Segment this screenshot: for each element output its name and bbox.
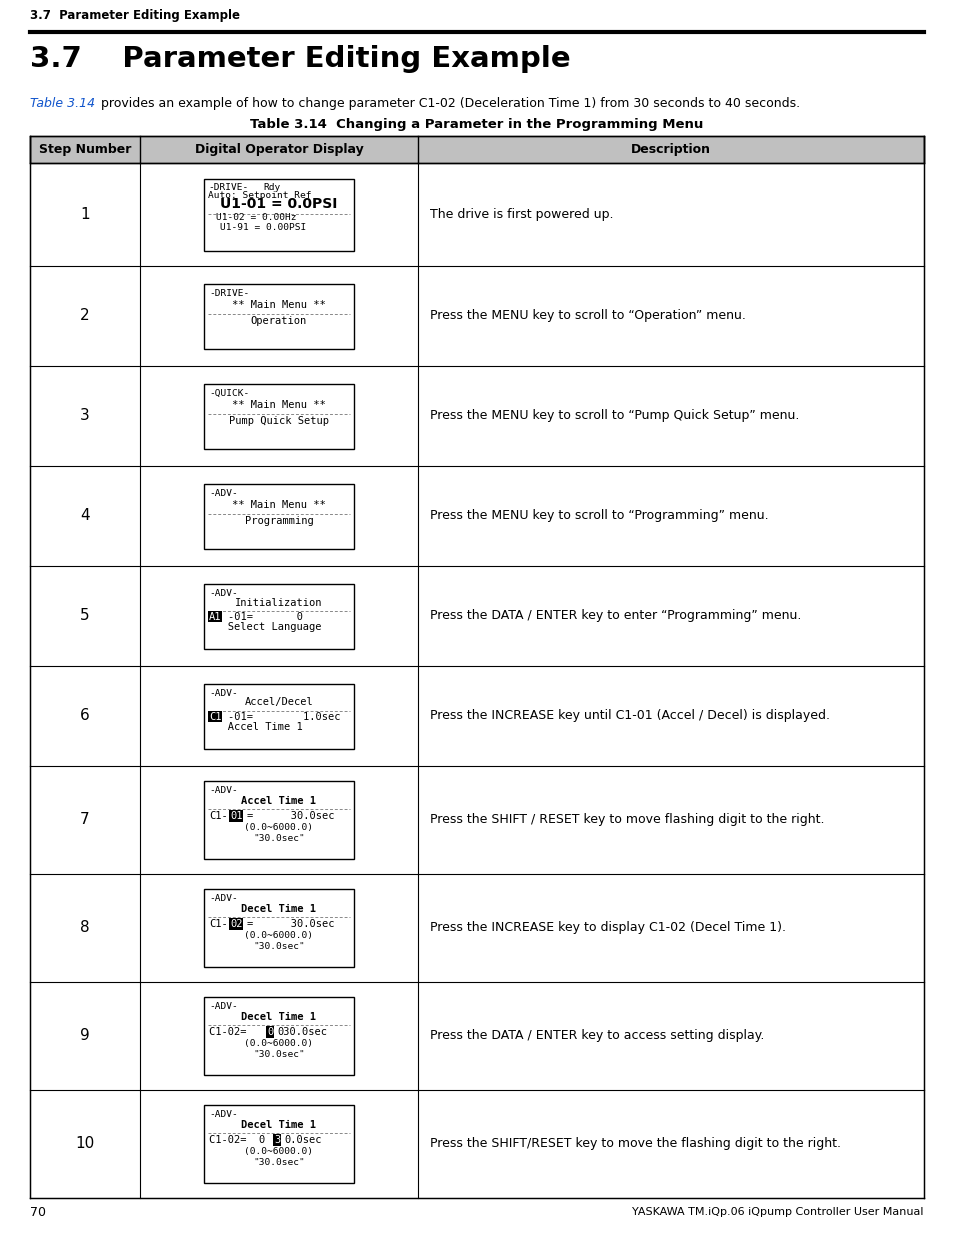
Text: Press the SHIFT/RESET key to move the flashing digit to the right.: Press the SHIFT/RESET key to move the fl… [430,1137,841,1151]
Text: Press the MENU key to scroll to “Programming” menu.: Press the MENU key to scroll to “Program… [430,510,768,522]
Text: Operation: Operation [251,315,307,326]
Bar [204,583,354,648]
Text: -DRIVE-: -DRIVE- [208,183,248,191]
Text: 01: 01 [230,811,242,821]
Text: A1: A1 [209,611,221,621]
Bar [30,136,923,163]
Text: 3: 3 [274,1135,280,1145]
Text: -DRIVE-: -DRIVE- [209,289,249,298]
Text: -ADV-: -ADV- [209,489,237,498]
Text: 6: 6 [80,709,90,724]
Text: "30.0sec": "30.0sec" [253,834,305,844]
Text: Step Number: Step Number [39,143,132,156]
Bar [204,179,354,251]
Text: C1-02=: C1-02= [209,1028,258,1037]
Text: -ADV-: -ADV- [209,785,237,795]
Text: 2: 2 [80,309,90,324]
Text: 8: 8 [80,920,90,935]
Text: C1-: C1- [209,811,228,821]
Text: ** Main Menu **: ** Main Menu ** [232,300,326,310]
Text: 1: 1 [80,207,90,222]
Text: The drive is first powered up.: The drive is first powered up. [430,207,613,221]
Text: "30.0sec": "30.0sec" [253,942,305,951]
Text: C1-: C1- [209,919,228,929]
Text: 0.0sec: 0.0sec [284,1135,321,1145]
Text: Decel Time 1: Decel Time 1 [241,904,316,914]
Text: Decel Time 1: Decel Time 1 [241,1120,316,1130]
Text: ** Main Menu **: ** Main Menu ** [232,499,326,510]
Text: Initialization: Initialization [235,598,322,608]
Text: Press the MENU key to scroll to “Operation” menu.: Press the MENU key to scroll to “Operati… [430,310,745,322]
Text: Decel Time 1: Decel Time 1 [241,1011,316,1023]
Text: Accel Time 1: Accel Time 1 [241,797,316,806]
Text: 3.7    Parameter Editing Example: 3.7 Parameter Editing Example [30,44,570,73]
Text: Press the INCREASE key to display C1-02 (Decel Time 1).: Press the INCREASE key to display C1-02 … [430,921,785,935]
Text: 02: 02 [230,919,242,929]
Text: 10: 10 [75,1136,94,1151]
Text: Digital Operator Display: Digital Operator Display [194,143,363,156]
Text: C1-02=  0: C1-02= 0 [209,1135,265,1145]
Text: U1-01 = 0.0PSI: U1-01 = 0.0PSI [220,196,337,210]
Text: Select Language: Select Language [209,622,321,632]
Bar [204,1105,354,1183]
Bar [204,284,354,348]
Text: Programming: Programming [244,515,313,526]
Text: Press the DATA / ENTER key to access setting display.: Press the DATA / ENTER key to access set… [430,1030,763,1042]
Text: (0.0~6000.0): (0.0~6000.0) [244,1147,314,1156]
Text: U1-02 = 0.00Hz: U1-02 = 0.00Hz [215,214,296,222]
Text: Accel Time 1: Accel Time 1 [209,722,302,732]
Text: -QUICK-: -QUICK- [209,389,249,398]
Text: Table 3.14: Table 3.14 [30,98,95,110]
Text: YASKAWA TM.iQp.06 iQpump Controller User Manual: YASKAWA TM.iQp.06 iQpump Controller User… [632,1207,923,1216]
Bar [204,781,354,860]
Text: Auto: Setpoint Ref: Auto: Setpoint Ref [208,190,312,200]
Text: =      30.0sec: = 30.0sec [247,919,335,929]
Text: 4: 4 [80,509,90,524]
Text: Table 3.14  Changing a Parameter in the Programming Menu: Table 3.14 Changing a Parameter in the P… [250,119,703,131]
Text: -ADV-: -ADV- [209,894,237,903]
Text: U1-91 = 0.00PSI: U1-91 = 0.00PSI [220,224,306,232]
Text: 3.7  Parameter Editing Example: 3.7 Parameter Editing Example [30,9,240,22]
Text: 9: 9 [80,1029,90,1044]
Text: -01=       0: -01= 0 [228,611,303,621]
Bar [204,483,354,548]
Text: "30.0sec": "30.0sec" [253,1158,305,1167]
Text: -ADV-: -ADV- [209,1002,237,1011]
Text: =      30.0sec: = 30.0sec [247,811,335,821]
Text: 030.0sec: 030.0sec [276,1028,327,1037]
Bar [204,384,354,448]
Text: 0: 0 [267,1028,273,1037]
Text: -01=        1.0sec: -01= 1.0sec [228,711,340,721]
Text: provides an example of how to change parameter C1-02 (Deceleration Time 1) from : provides an example of how to change par… [97,98,800,110]
Text: "30.0sec": "30.0sec" [253,1050,305,1058]
Text: C1: C1 [209,711,221,721]
Text: 5: 5 [80,609,90,624]
Bar [204,889,354,967]
Text: Press the INCREASE key until C1-01 (Accel / Decel) is displayed.: Press the INCREASE key until C1-01 (Acce… [430,709,829,722]
Text: -ADV-: -ADV- [209,688,237,698]
Text: Accel/Decel: Accel/Decel [244,698,313,708]
Text: -ADV-: -ADV- [209,1110,237,1119]
Text: -ADV-: -ADV- [209,589,237,598]
Text: 70: 70 [30,1205,46,1219]
Text: Press the MENU key to scroll to “Pump Quick Setup” menu.: Press the MENU key to scroll to “Pump Qu… [430,410,799,422]
Text: Press the SHIFT / RESET key to move flashing digit to the right.: Press the SHIFT / RESET key to move flas… [430,814,823,826]
Text: Rdy: Rdy [263,183,280,191]
Bar [204,683,354,748]
Text: Pump Quick Setup: Pump Quick Setup [229,415,329,426]
Text: (0.0~6000.0): (0.0~6000.0) [244,823,314,832]
Bar [204,997,354,1074]
Text: 7: 7 [80,813,90,827]
Text: ** Main Menu **: ** Main Menu ** [232,399,326,410]
Text: 3: 3 [80,409,90,424]
Text: (0.0~6000.0): (0.0~6000.0) [244,1039,314,1049]
Text: Description: Description [630,143,710,156]
Text: (0.0~6000.0): (0.0~6000.0) [244,931,314,940]
Text: Press the DATA / ENTER key to enter “Programming” menu.: Press the DATA / ENTER key to enter “Pro… [430,610,801,622]
